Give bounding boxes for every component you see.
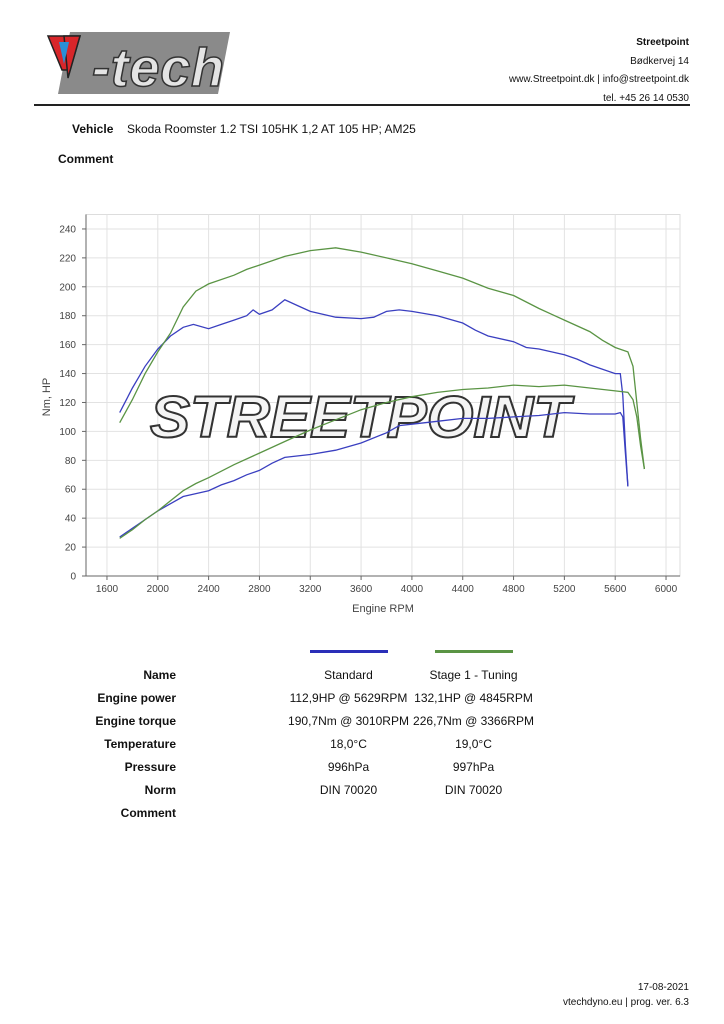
stage1-torque-line xyxy=(119,247,646,470)
y-axis-label: Nm, HP xyxy=(41,378,53,417)
standard-value: 996hPa xyxy=(327,759,370,774)
y-tick-label: 220 xyxy=(59,253,76,264)
x-tick-label: 3200 xyxy=(299,584,322,595)
stage1-value: 997hPa xyxy=(452,759,495,774)
x-tick-label: 3600 xyxy=(350,584,373,595)
y-tick-label: 80 xyxy=(65,456,77,467)
footer: 17-08-2021 vtechdyno.eu | prog. ver. 6.3 xyxy=(563,980,689,1010)
row-label: Engine torque xyxy=(95,713,176,728)
row-label: Comment xyxy=(120,805,176,820)
stage1-power-line xyxy=(119,384,646,539)
results-table: Name Standard Stage 1 - Tuning Engine power… xyxy=(60,640,536,824)
row-label: Norm xyxy=(144,782,176,797)
standard-value: Standard xyxy=(324,667,373,682)
stage1-value: Stage 1 - Tuning xyxy=(429,667,518,682)
stage1-value: 226,7Nm @ 3366RPM xyxy=(413,713,534,728)
company-info: Streetpoint Bødkervej 14 www.Streetpoint… xyxy=(509,34,689,108)
results-row: Engine torque 190,7Nm @ 3010RPM 226,7Nm @ … xyxy=(60,709,536,732)
company-address: Bødkervej 14 xyxy=(630,55,689,67)
y-tick-label: 120 xyxy=(59,398,76,409)
stage1-value: DIN 70020 xyxy=(444,782,503,797)
standard-torque-line xyxy=(119,299,629,487)
results-row: Engine power 112,9HP @ 5629RPM 132,1HP @ 4… xyxy=(60,686,536,709)
company-phone: tel. +45 26 14 0530 xyxy=(603,92,689,104)
results-row: Norm DIN 70020 DIN 70020 xyxy=(60,778,536,801)
standard-value: 190,7Nm @ 3010RPM xyxy=(288,713,409,728)
x-tick-label: 4000 xyxy=(401,584,424,595)
results-row: Name Standard Stage 1 - Tuning xyxy=(60,663,536,686)
legend-stage1-line xyxy=(434,650,513,653)
row-label: Engine power xyxy=(97,690,176,705)
y-tick-label: 100 xyxy=(59,427,76,438)
y-tick-label: 20 xyxy=(65,543,77,554)
standard-value: 18,0°C xyxy=(330,736,367,751)
vehicle-value: Skoda Roomster 1.2 TSI 105HK 1,2 AT 105 … xyxy=(127,122,416,136)
chart-series xyxy=(119,247,646,539)
company-name: Streetpoint xyxy=(636,37,689,48)
x-tick-label: 6000 xyxy=(655,584,678,595)
x-axis-label: Engine RPM xyxy=(352,603,414,615)
standard-value: DIN 70020 xyxy=(319,782,378,797)
standard-value: 112,9HP @ 5629RPM xyxy=(289,690,408,705)
dyno-chart: STREETPOINT 1600 2000 2400 2800 3200 3600 4000… xyxy=(41,214,681,615)
row-label: Name xyxy=(143,667,176,682)
y-tick-label: 0 xyxy=(70,572,76,583)
program-version: vtechdyno.eu | prog. ver. 6.3 xyxy=(562,997,689,1008)
y-tick-label: 40 xyxy=(65,514,77,525)
standard-value xyxy=(286,801,411,824)
x-tick-label: 5600 xyxy=(604,584,627,595)
stage1-value: 132,1HP @ 4845RPM xyxy=(414,690,533,705)
stage1-value: 19,0°C xyxy=(455,736,492,751)
legend-row xyxy=(60,640,536,663)
results-row: Temperature 18,0°C 19,0°C xyxy=(60,732,536,755)
row-label: Pressure xyxy=(124,759,176,774)
x-tick-label: 2400 xyxy=(197,584,220,595)
x-tick-label: 2000 xyxy=(147,584,170,595)
svg-text:-tech: -tech xyxy=(92,38,224,96)
vtech-logo: -tech xyxy=(46,32,230,96)
y-tick-label: 180 xyxy=(59,311,76,322)
header-divider xyxy=(34,104,690,106)
comment-label: Comment xyxy=(58,152,114,166)
results-row: Pressure 996hPa 997hPa xyxy=(60,755,536,778)
vehicle-label: Vehicle xyxy=(72,122,114,136)
y-tick-label: 140 xyxy=(59,369,76,380)
standard-power-line xyxy=(119,411,629,538)
report-date: 17-08-2021 xyxy=(637,982,689,993)
row-label: Temperature xyxy=(104,736,176,751)
chart-axes: 1600 2000 2400 2800 3200 3600 4000 4400 4800 5200… xyxy=(59,214,680,595)
y-tick-label: 160 xyxy=(59,340,76,351)
y-tick-label: 200 xyxy=(59,282,76,293)
x-tick-label: 2800 xyxy=(248,584,271,595)
legend-standard-line xyxy=(309,650,388,653)
y-tick-label: 240 xyxy=(59,224,76,235)
x-tick-label: 5200 xyxy=(553,584,576,595)
y-tick-label: 60 xyxy=(65,485,77,496)
x-tick-label: 4400 xyxy=(452,584,475,595)
stage1-value xyxy=(411,801,536,824)
x-tick-label: 1600 xyxy=(96,584,119,595)
results-row: Comment xyxy=(60,801,536,824)
company-web-email: www.Streetpoint.dk | info@streetpoint.dk xyxy=(508,74,689,85)
x-tick-label: 4800 xyxy=(502,584,525,595)
